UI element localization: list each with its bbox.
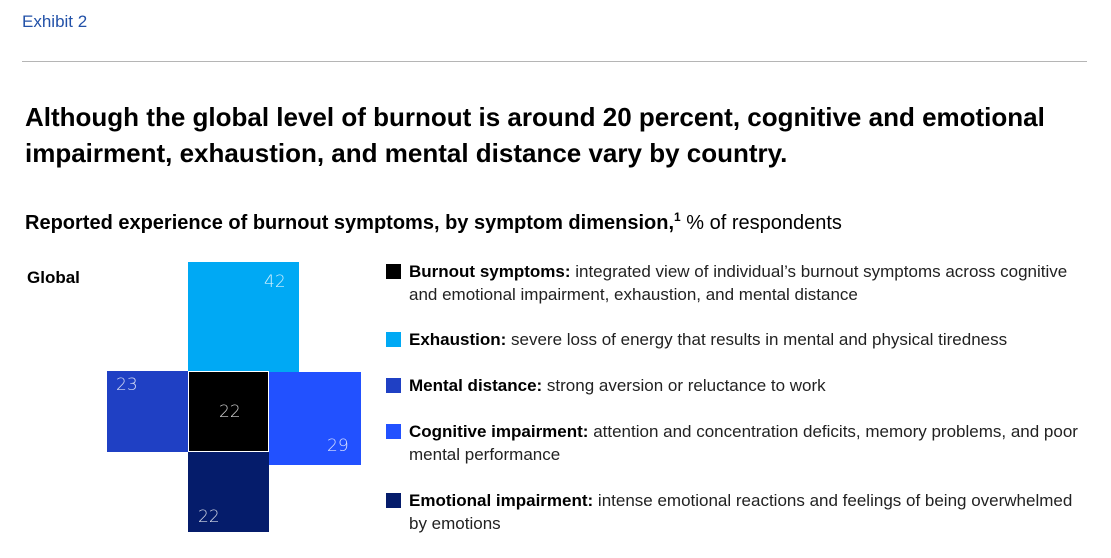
legend-term: Cognitive impairment: (409, 422, 589, 441)
footnote-mark: 1 (674, 210, 681, 224)
subtitle-text: Reported experience of burnout symptoms,… (25, 212, 674, 234)
mental-distance-value: 23 (116, 375, 138, 395)
legend-item-cognitive: Cognitive impairment: attention and conc… (386, 420, 1086, 466)
legend-term: Emotional impairment: (409, 491, 594, 510)
header-divider (22, 61, 1087, 62)
burnout-symptoms-value: 22 (219, 402, 241, 422)
legend-term: Exhaustion: (409, 330, 507, 349)
legend-term: Burnout symptoms: (409, 262, 571, 281)
emotional-impairment-value: 22 (198, 507, 220, 527)
cognitive-impairment-value: 29 (327, 436, 349, 456)
legend-desc: severe loss of energy that results in me… (506, 330, 1008, 349)
legend-item-burnout: Burnout symptoms: integrated view of ind… (386, 260, 1086, 306)
subtitle-unit: % of respondents (680, 212, 842, 234)
legend-term: Mental distance: (409, 376, 543, 395)
legend-desc: attention and concentration deficits, me… (409, 422, 1078, 464)
mental-distance-square: 23 (107, 371, 189, 452)
legend-swatch (386, 378, 401, 393)
legend-desc: intense emotional reactions and feelings… (409, 491, 1073, 533)
legend-swatch (386, 264, 401, 279)
emotional-impairment-square: 22 (188, 452, 269, 532)
cognitive-impairment-square: 29 (268, 372, 361, 465)
legend-item-exhaustion: Exhaustion: severe loss of energy that r… (386, 328, 1086, 351)
legend-desc: strong aversion or reluctance to work (542, 376, 826, 395)
legend-swatch (386, 332, 401, 347)
legend-item-emotional: Emotional impairment: intense emotional … (386, 489, 1086, 535)
exhaustion-square: 42 (188, 262, 299, 372)
exhibit-label: Exhibit 2 (22, 12, 88, 31)
chart-title: Although the global level of burnout is … (25, 102, 1045, 168)
legend-item-mental-distance: Mental distance: strong aversion or relu… (386, 374, 1086, 397)
burnout-symptoms-square: 22 (188, 371, 269, 452)
chart-subtitle: Reported experience of burnout symptoms,… (25, 210, 842, 235)
legend-desc: integrated view of individual’s burnout … (409, 262, 1068, 304)
region-label: Global (27, 268, 80, 287)
exhaustion-value: 42 (264, 272, 286, 292)
legend-swatch (386, 424, 401, 439)
legend-swatch (386, 493, 401, 508)
